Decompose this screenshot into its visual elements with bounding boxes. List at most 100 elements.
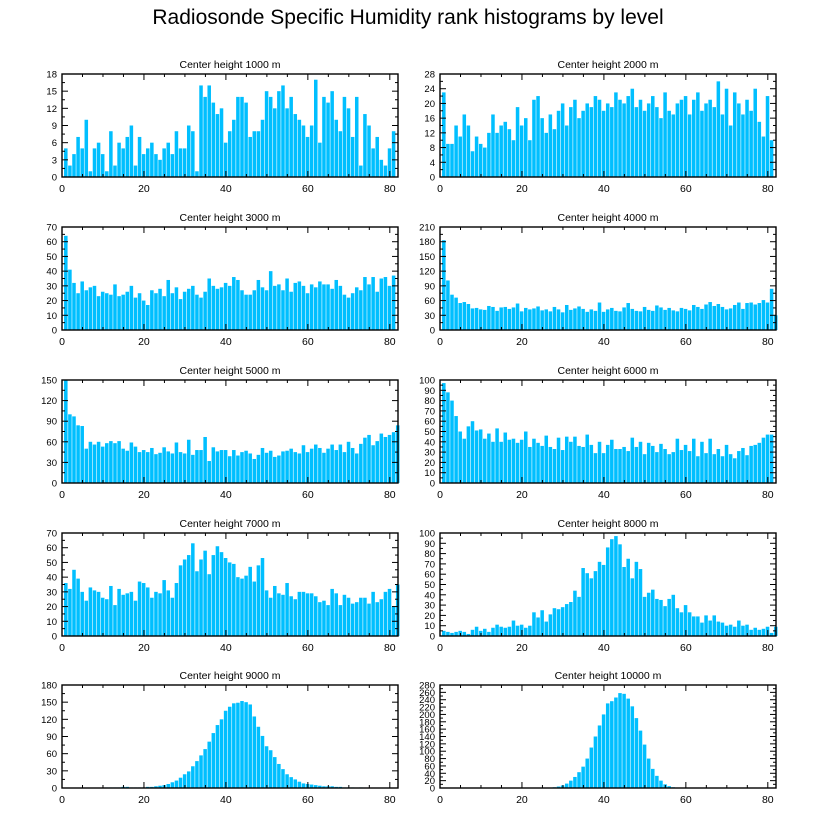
panel-1: Center height 1000 m 0 20 40 60 80 0 3 6 9 12 15 18: [46, 59, 399, 195]
bar: [560, 450, 565, 483]
y-tick-label: 18: [46, 70, 57, 81]
bar: [577, 306, 581, 330]
bar: [322, 600, 326, 636]
bar: [741, 625, 745, 636]
bar: [309, 284, 314, 330]
bar: [589, 309, 594, 330]
bar: [663, 606, 667, 636]
y-tick-label: 50: [424, 427, 435, 438]
x-tick-label: 80: [384, 489, 396, 501]
bar: [528, 140, 532, 177]
bar: [207, 741, 211, 788]
bar: [186, 288, 191, 330]
bar: [223, 710, 228, 788]
bar: [191, 285, 195, 330]
x-tick-label: 20: [138, 489, 150, 501]
bar: [223, 142, 228, 177]
bar: [314, 79, 318, 177]
y-tick-label: 70: [424, 559, 435, 570]
panel-title: Center height 2000 m: [558, 59, 659, 71]
bar: [720, 622, 725, 636]
bar: [462, 438, 467, 483]
y-tick-label: 100: [419, 376, 435, 387]
bar: [663, 449, 667, 483]
bar: [96, 591, 101, 636]
bar: [174, 780, 179, 788]
bar: [692, 616, 696, 636]
bar: [454, 416, 458, 483]
panel-title: Center height 6000 m: [558, 365, 659, 377]
bar: [174, 442, 179, 483]
bar: [76, 578, 80, 636]
bar: [129, 442, 134, 483]
bar: [223, 558, 228, 636]
bar: [581, 308, 585, 330]
bar: [728, 308, 733, 330]
bar: [268, 96, 273, 177]
bar: [724, 625, 729, 636]
bar: [166, 279, 171, 330]
y-tick-label: 10: [424, 468, 435, 479]
bar: [679, 612, 684, 636]
bar: [178, 565, 183, 636]
bar: [556, 110, 561, 177]
bar: [150, 597, 154, 636]
bar: [634, 107, 639, 177]
bar: [564, 125, 569, 177]
bar: [121, 594, 125, 636]
bar: [581, 766, 585, 788]
bar: [581, 446, 585, 483]
bar: [293, 779, 298, 788]
bar: [322, 786, 326, 788]
bar: [293, 452, 298, 483]
bar: [683, 96, 688, 177]
bar: [125, 291, 130, 330]
bar: [753, 444, 757, 483]
bar: [293, 599, 298, 636]
bar: [593, 310, 598, 330]
bar: [528, 309, 532, 330]
bar: [634, 446, 639, 483]
bar: [511, 620, 516, 636]
bar: [318, 142, 322, 177]
bar: [367, 125, 371, 177]
bar: [569, 441, 573, 483]
bar: [614, 310, 618, 330]
bar: [186, 439, 191, 483]
bar: [651, 445, 655, 483]
bar: [577, 118, 581, 177]
bar: [277, 284, 281, 330]
bar: [593, 96, 598, 177]
bar: [84, 290, 89, 330]
bar: [638, 730, 643, 788]
y-tick-label: 40: [424, 590, 435, 601]
bar: [753, 627, 757, 636]
y-tick-label: 0: [430, 784, 435, 795]
bar: [166, 451, 171, 483]
bar: [585, 573, 589, 636]
bar: [519, 439, 524, 483]
bar: [367, 284, 371, 330]
bar: [548, 446, 553, 483]
bar: [655, 775, 659, 788]
bar: [614, 449, 618, 483]
bar: [577, 445, 581, 483]
bar: [569, 309, 573, 330]
bar: [614, 92, 618, 177]
bar: [359, 290, 363, 330]
y-tick-label: 40: [424, 769, 435, 780]
bar: [540, 610, 544, 636]
bar: [585, 311, 589, 330]
bar: [100, 597, 105, 636]
bar: [454, 125, 458, 177]
bar: [150, 142, 154, 177]
bar: [121, 294, 125, 330]
bar: [638, 99, 643, 177]
bar: [630, 578, 635, 636]
bar: [141, 154, 146, 177]
bar: [581, 110, 585, 177]
y-tick-label: 40: [424, 437, 435, 448]
bar: [80, 591, 84, 636]
bar: [564, 436, 569, 483]
bar: [109, 441, 113, 483]
